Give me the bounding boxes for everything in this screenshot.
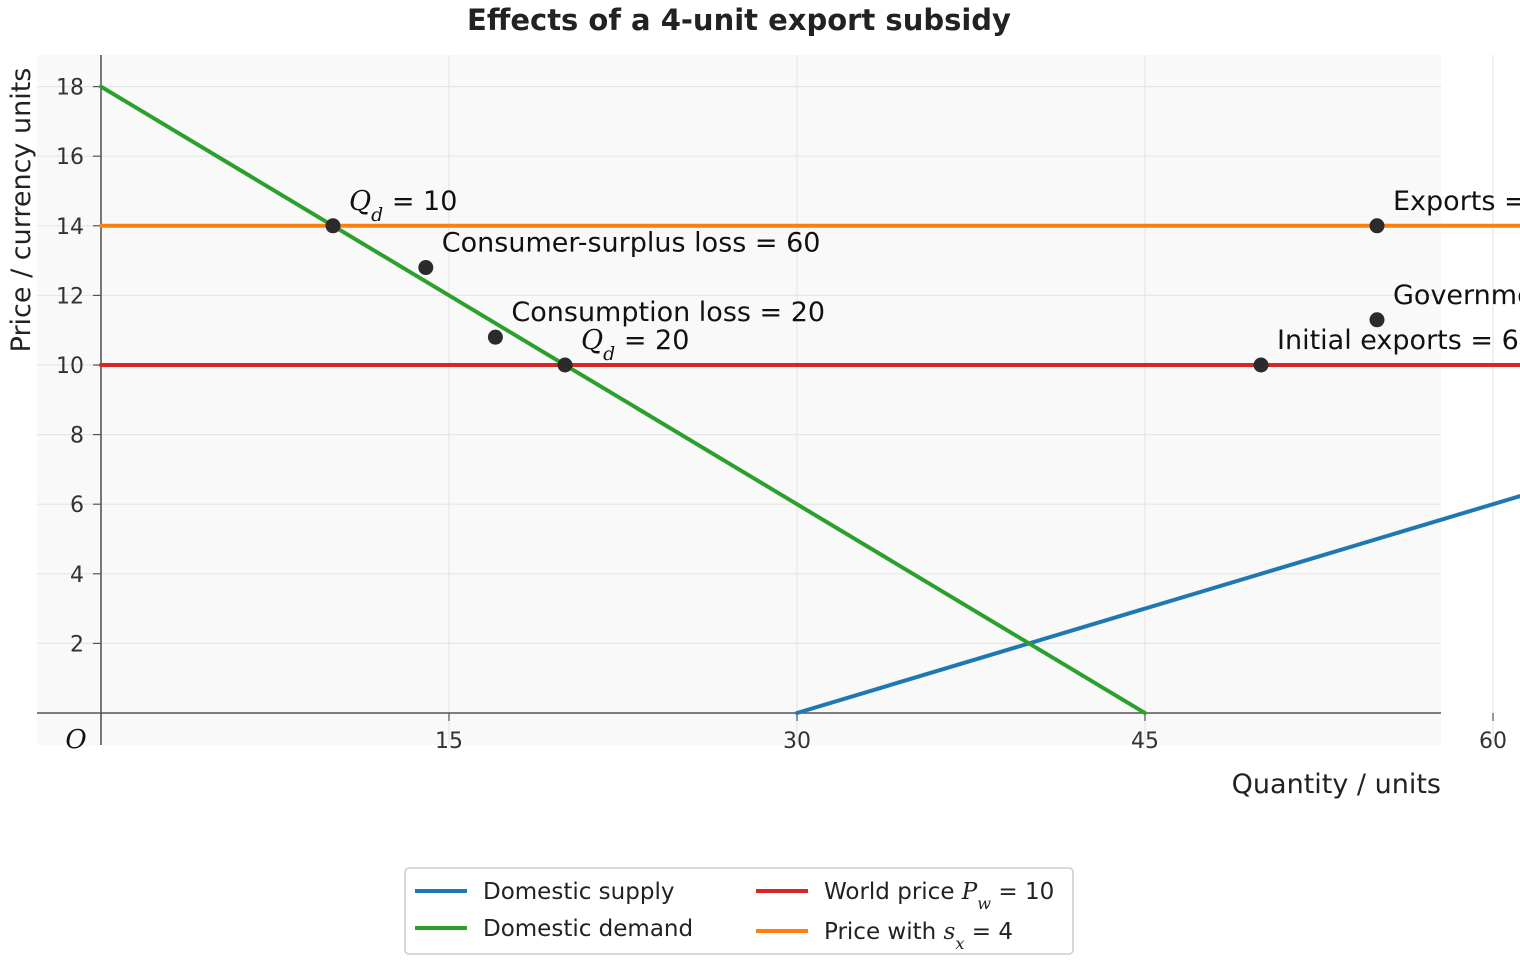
label-part: = 10 (383, 186, 457, 217)
label-part: s (944, 919, 956, 945)
series-line (795, 494, 1520, 715)
x-tick-label: 60 (1479, 729, 1507, 754)
y-tick-label: 18 (56, 76, 84, 101)
legend-label: Domestic demand (483, 916, 693, 942)
data-point (487, 329, 503, 345)
y-tick-label: 14 (56, 215, 84, 240)
point-label: Exports = 90 (1393, 186, 1520, 217)
data-point (1253, 357, 1269, 373)
x-tick-label: 30 (783, 729, 811, 754)
origin-label: O (65, 725, 86, 755)
x-axis-label: Quantity / units (1232, 769, 1441, 800)
data-point (418, 260, 434, 276)
y-tick-label: 2 (70, 632, 84, 657)
label-part: Price with (824, 919, 944, 945)
label-part: = 10 (991, 879, 1054, 905)
legend-box (404, 867, 1074, 955)
y-tick-label: 4 (70, 563, 84, 588)
x-tick-label: 15 (435, 729, 463, 754)
label-part: x (955, 934, 964, 953)
label-part: d (371, 204, 383, 226)
label-part: = 4 (964, 919, 1013, 945)
y-tick-label: 10 (56, 354, 84, 379)
label-part: World price (824, 879, 962, 905)
y-tick-label: 16 (56, 145, 84, 170)
y-axis-label: Price / currency units (6, 68, 37, 353)
legend: Domestic supply Domestic demand World pric… (404, 867, 1074, 955)
point-label: Initial exports = 60 (1277, 325, 1520, 356)
legend-label: Price with sx = 4 (824, 919, 1013, 953)
data-point (1369, 218, 1385, 234)
data-point (325, 218, 341, 234)
x-tick-label: 45 (1131, 729, 1159, 754)
y-tick-label: 8 (70, 424, 84, 449)
legend-label: Domestic supply (483, 879, 674, 905)
plot-area (37, 55, 1441, 745)
point-label: Consumption loss = 20 (511, 297, 825, 328)
data-point (557, 357, 573, 373)
label-part: = 20 (615, 325, 689, 356)
label-part: P (961, 879, 978, 905)
y-tick-label: 6 (70, 493, 84, 518)
chart-title: Effects of a 4-unit export subsidy (467, 3, 1011, 37)
y-ticks: 2 4 6 8 10 12 14 16 18 (56, 76, 101, 657)
point-label: Qd = 10 (349, 186, 457, 226)
label-part: w (977, 894, 991, 913)
series-line (99, 84, 1147, 715)
label-part: Q (581, 325, 603, 356)
data-point (1369, 312, 1385, 328)
point-label: Qd = 20 (581, 325, 689, 365)
axes (37, 55, 1441, 745)
point-label: Consumer-surplus loss = 60 (442, 228, 821, 259)
legend-label: World price Pw = 10 (824, 879, 1054, 913)
point-label: Government spending = 360 (1393, 280, 1520, 311)
label-part: d (603, 343, 615, 365)
label-part: Q (349, 186, 371, 217)
x-ticks: 153045607590105 (435, 713, 1507, 754)
y-tick-label: 12 (56, 284, 84, 309)
